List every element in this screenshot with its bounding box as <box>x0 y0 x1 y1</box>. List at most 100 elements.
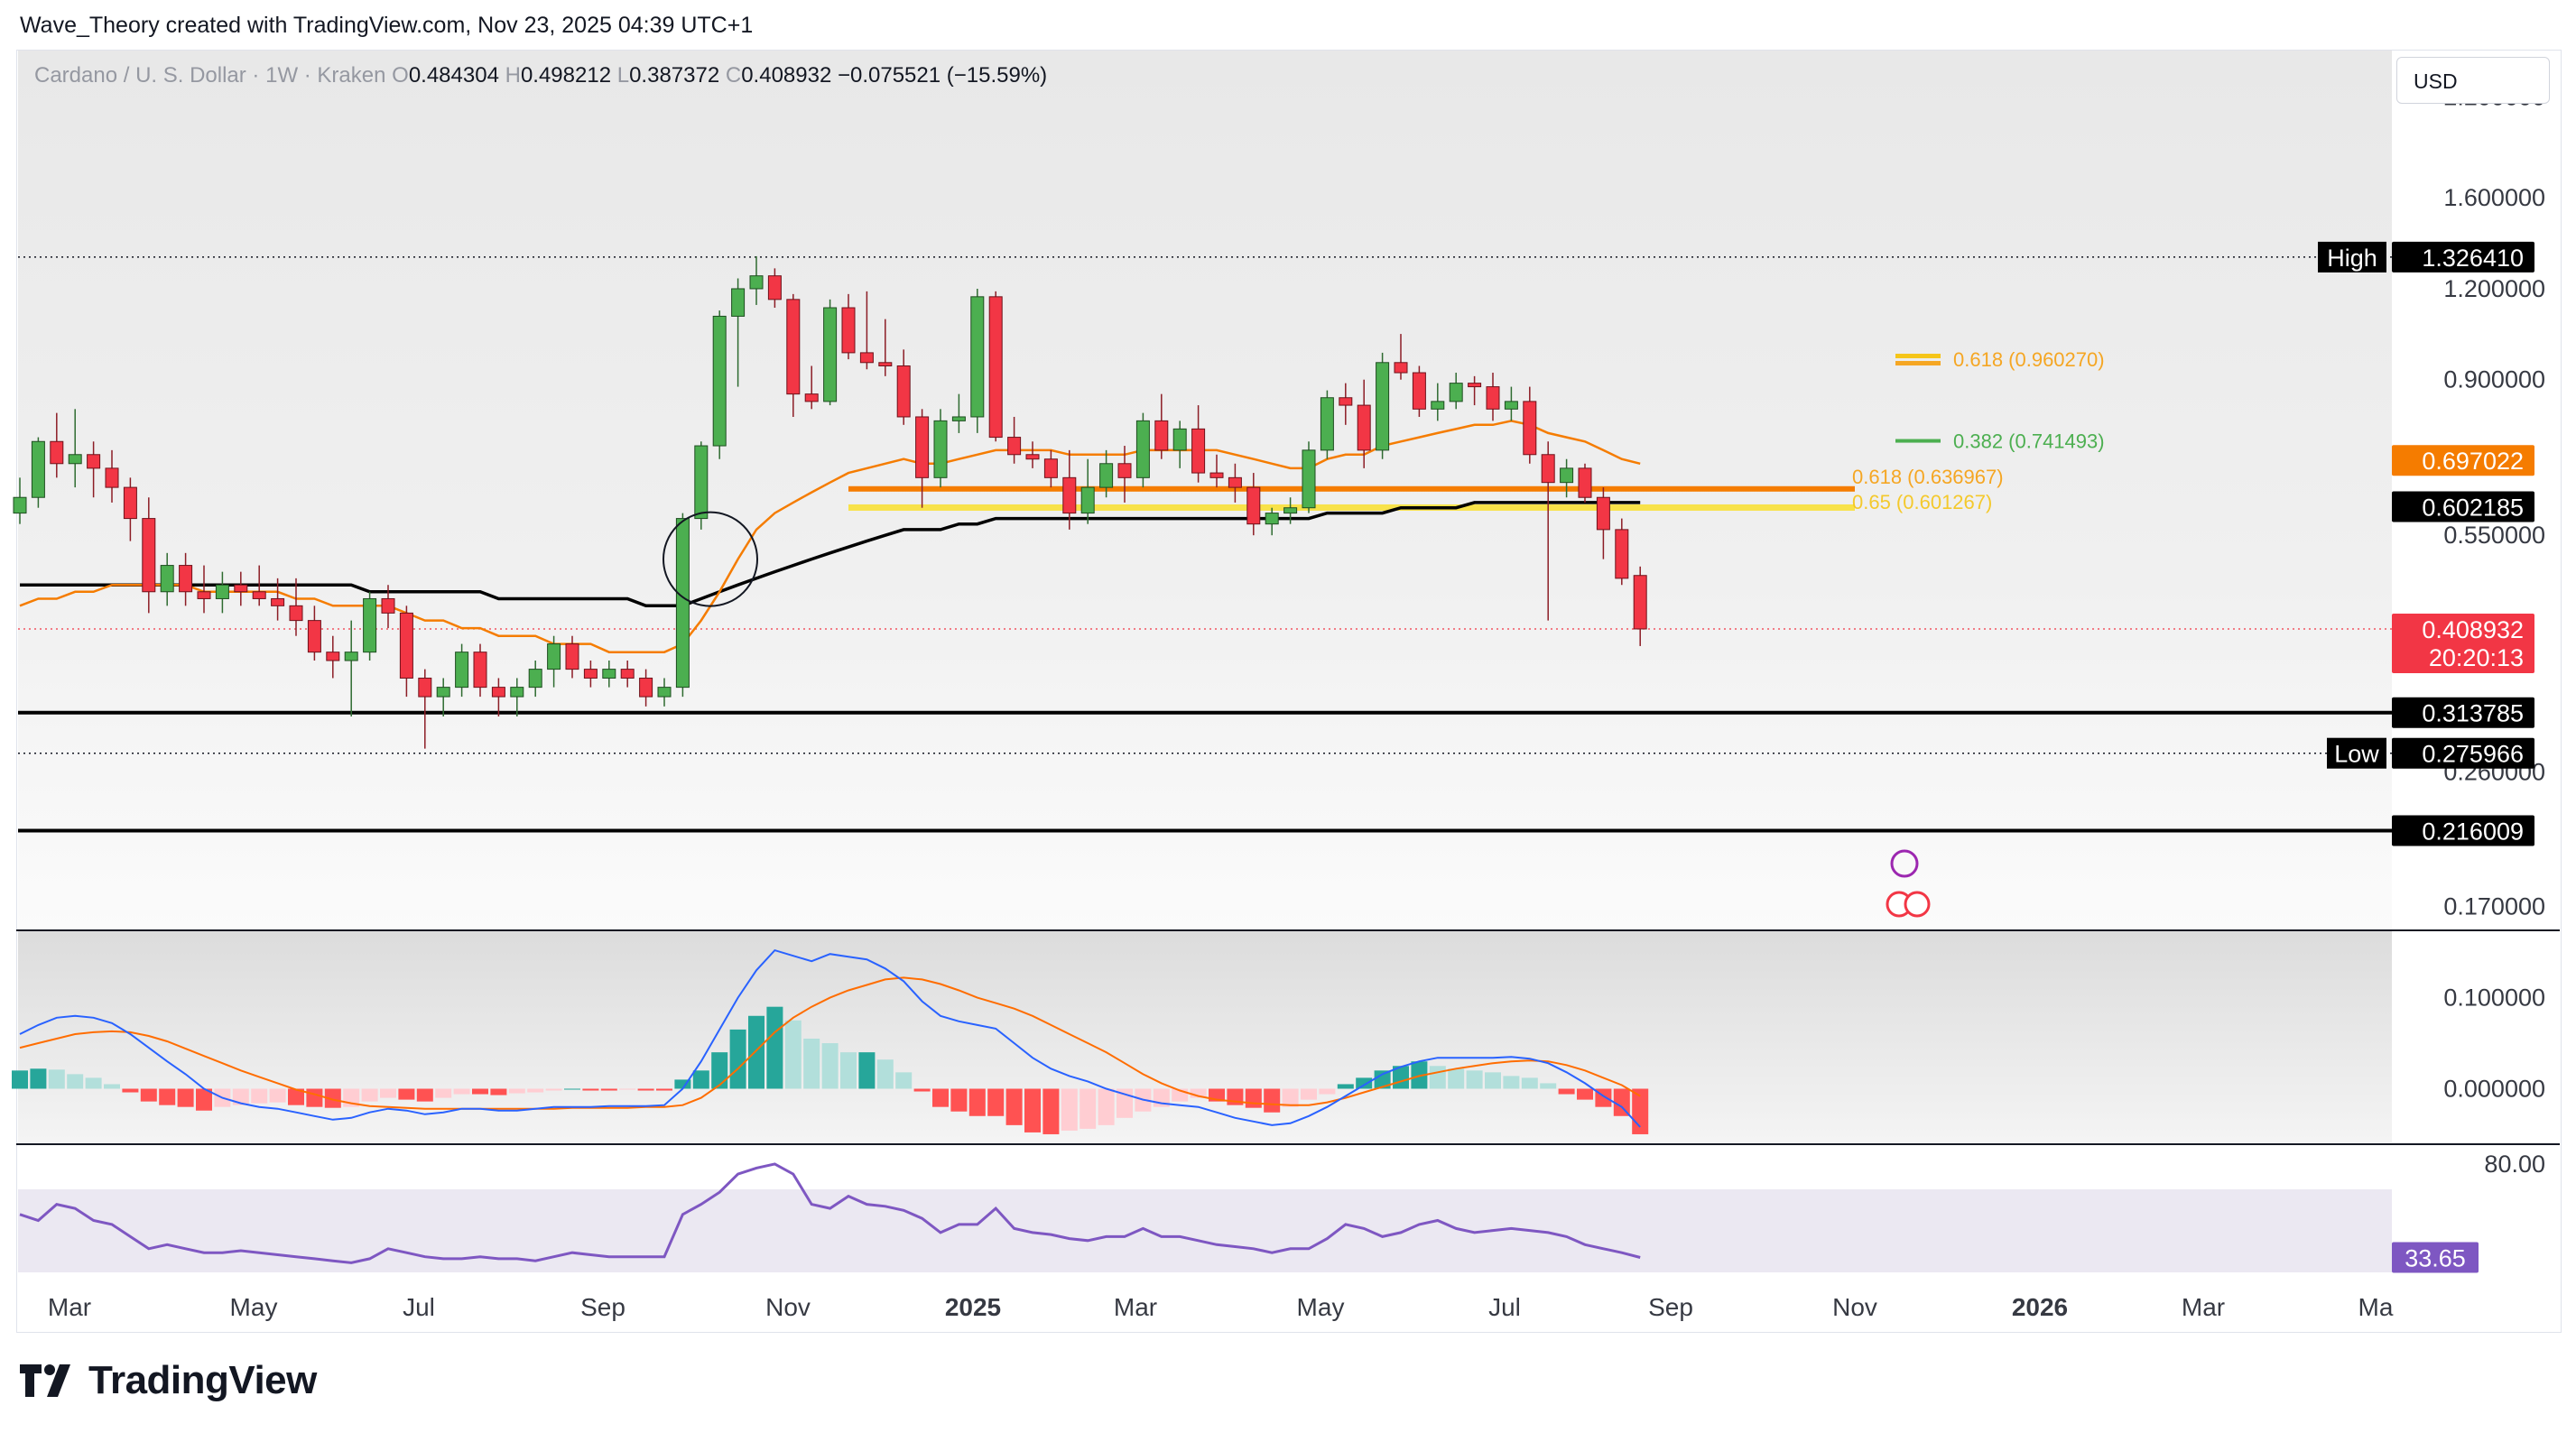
macd-histogram-bar <box>1337 1084 1354 1089</box>
event-icon <box>1890 849 1919 878</box>
macd-histogram-bar <box>30 1068 47 1089</box>
candle <box>988 291 1003 442</box>
candle-body <box>694 445 709 520</box>
candle <box>1541 441 1555 621</box>
macd-histogram-bar <box>324 1088 341 1108</box>
candle <box>31 437 45 508</box>
candle <box>1394 334 1408 380</box>
candle-body <box>160 565 174 593</box>
macd-histogram-bar <box>1577 1088 1593 1100</box>
price-tick-label: 1.200000 <box>2443 275 2545 302</box>
macd-tick-label: 0.000000 <box>2443 1076 2545 1103</box>
candle <box>1412 365 1426 417</box>
candle-body <box>1154 420 1169 451</box>
candle-body <box>436 687 450 698</box>
candle <box>767 268 782 309</box>
candle-body <box>1117 463 1132 478</box>
candle-body <box>988 296 1003 439</box>
macd-histogram-bar <box>288 1088 304 1105</box>
candle-body <box>1283 507 1298 514</box>
candle-body <box>547 643 561 670</box>
macd-histogram-bar <box>490 1088 507 1095</box>
macd-histogram-bar <box>196 1088 212 1111</box>
macd-histogram-bar <box>1503 1076 1520 1089</box>
macd-histogram-bar <box>821 1043 839 1089</box>
candle-body <box>1025 454 1040 460</box>
candle <box>1246 473 1261 536</box>
candle <box>1376 352 1390 459</box>
candle <box>1209 454 1224 488</box>
countdown-text: 20:20:13 <box>2429 644 2524 671</box>
time-tick-label: Jul <box>403 1293 435 1321</box>
macd-histogram-bar <box>104 1084 120 1089</box>
candle <box>215 571 229 614</box>
macd-histogram-bar <box>140 1088 157 1102</box>
macd-histogram-bar <box>729 1029 746 1089</box>
low-label: L <box>616 63 630 88</box>
candle <box>1523 386 1537 464</box>
candle-body <box>307 620 321 653</box>
macd-histogram-bar <box>1411 1061 1428 1089</box>
candle-body <box>1062 476 1077 514</box>
time-tick-label: Mar <box>48 1293 91 1321</box>
time-tick-label: Mar <box>2182 1293 2225 1321</box>
macd-histogram-bar <box>637 1088 654 1091</box>
support-price-text: 0.313785 <box>2422 700 2524 727</box>
macd-histogram-bar <box>1264 1088 1281 1113</box>
candle-body <box>1431 401 1445 410</box>
macd-histogram-bar <box>122 1088 139 1093</box>
candle-body <box>215 584 229 599</box>
candle <box>602 661 616 688</box>
rsi-tick-label: 80.00 <box>2484 1151 2545 1178</box>
macd-histogram-bar <box>416 1088 433 1102</box>
candle-body <box>823 307 838 402</box>
currency-selector[interactable]: USD <box>2396 57 2550 104</box>
ema-slow-price-text: 0.602185 <box>2422 494 2524 521</box>
fib-zone-orange <box>848 485 1855 492</box>
macd-histogram-bar <box>1319 1088 1336 1095</box>
candle <box>399 605 413 698</box>
candle-body <box>749 275 764 290</box>
candle <box>694 441 709 530</box>
macd-histogram-bar <box>1429 1066 1446 1089</box>
candle <box>271 578 285 621</box>
fib-zone-yellow <box>848 504 1855 511</box>
candle-body <box>951 416 966 421</box>
candle-body <box>123 486 137 520</box>
candle <box>344 620 358 716</box>
candle-body <box>1339 397 1353 406</box>
candle <box>1357 379 1371 468</box>
time-tick-label: Sep <box>1648 1293 1693 1321</box>
price-pane: 0.618 (0.960270) 0.382 (0.741493) 0.618 (0… <box>13 255 2392 918</box>
candle <box>50 412 64 478</box>
candle-body <box>620 669 635 679</box>
candle-body <box>1135 420 1150 478</box>
macd-histogram-bar <box>1613 1088 1630 1116</box>
price-tick-label: 0.550000 <box>2443 522 2545 549</box>
candle-body <box>418 677 432 698</box>
macd-histogram-bar <box>1042 1088 1060 1134</box>
macd-histogram-bar <box>950 1088 968 1112</box>
candle <box>197 565 211 614</box>
candle <box>1320 390 1334 459</box>
candle <box>1154 393 1169 459</box>
support-price-2-text: 0.216009 <box>2422 818 2524 845</box>
candle <box>105 449 119 503</box>
tradingview-logo[interactable]: TradingView <box>20 1358 317 1403</box>
change-value: −0.075521 (−15.59%) <box>837 63 1048 88</box>
ema-slow-price-box <box>2392 491 2534 522</box>
symbol-info: Cardano / U. S. Dollar · 1W · Kraken O0.… <box>34 63 1047 88</box>
candle <box>657 678 672 707</box>
macd-histogram-bar <box>1098 1088 1115 1125</box>
high-tag-box <box>2318 241 2386 273</box>
macd-histogram-bar <box>656 1088 672 1091</box>
candle-body <box>583 669 598 679</box>
close-label: C <box>725 63 742 88</box>
candle-body <box>933 420 948 478</box>
time-tick-label: Nov <box>765 1293 811 1321</box>
macd-histogram-bar <box>1485 1072 1501 1089</box>
fib-label: 0.382 (0.741493) <box>1953 430 2105 453</box>
candle-body <box>1007 437 1022 456</box>
price-tick-label: 0.170000 <box>2443 892 2545 920</box>
